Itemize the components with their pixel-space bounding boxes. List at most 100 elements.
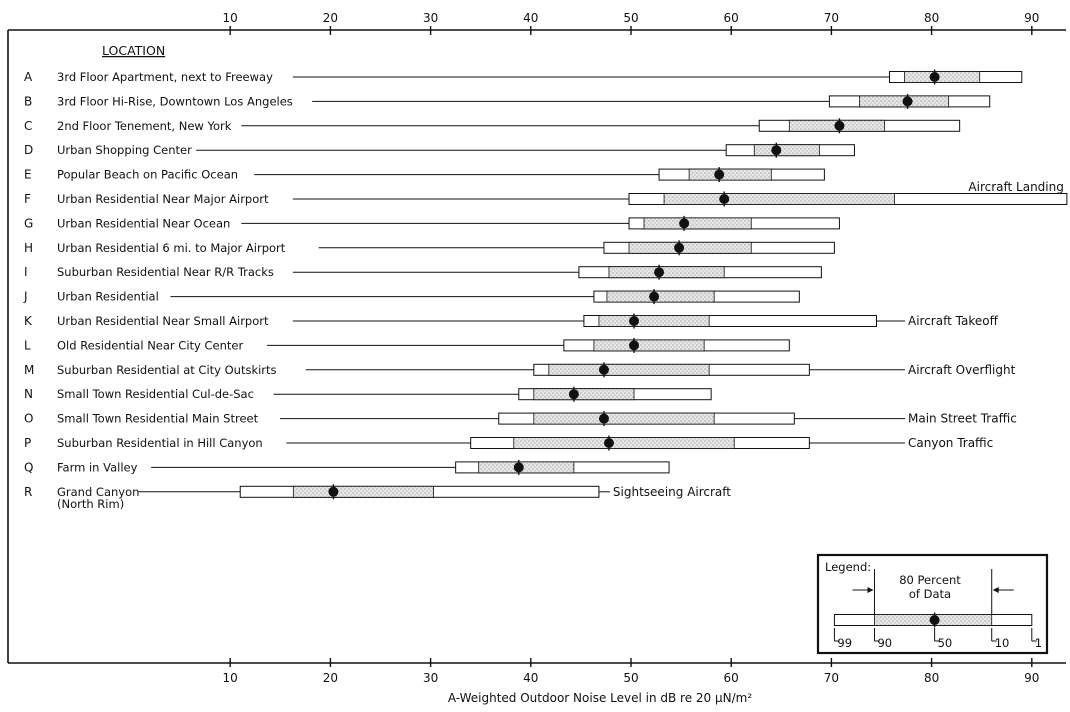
row-letter: B: [24, 94, 32, 108]
inner-range-bar: [533, 412, 715, 425]
row-label: Suburban Residential in Hill Canyon: [57, 436, 263, 450]
legend-arrowhead-left: [867, 587, 874, 593]
inner-range-bar: [688, 168, 772, 181]
row-j: J Urban Residential: [23, 289, 800, 305]
row-label: Popular Beach on Pacific Ocean: [57, 168, 238, 182]
row-o: O Small Town Residential Main Street Main …: [24, 411, 1017, 427]
inner-range-bar: [904, 71, 981, 83]
inner-range-bar: [628, 241, 752, 254]
row-l: L Old Residential Near City Center: [24, 337, 790, 353]
top-tick-label: 60: [724, 11, 739, 25]
row-i: I Suburban Residential Near R/R Tracks: [24, 264, 822, 280]
row-letter: A: [24, 70, 33, 84]
bottom-tick-label: 40: [523, 671, 538, 685]
row-d: D Urban Shopping Center: [24, 142, 855, 158]
row-label: Urban Residential Near Ocean: [57, 216, 230, 230]
row-letter: D: [24, 143, 33, 157]
legend-percentile-label: 10: [995, 636, 1010, 650]
row-label: Farm in Valley: [57, 460, 138, 474]
bottom-tick-label: 10: [223, 671, 238, 685]
legend-box: [816, 553, 1049, 655]
inner-range-bar: [663, 193, 895, 205]
row-letter: G: [24, 216, 33, 230]
top-tick-label: 50: [623, 11, 638, 25]
row-label: Urban Shopping Center: [57, 143, 192, 157]
bottom-tick-label: 80: [924, 671, 939, 685]
inner-range-bar: [598, 315, 710, 327]
top-tick-label: 10: [223, 11, 238, 25]
row-letter: N: [24, 387, 33, 401]
row-label: Urban Residential: [57, 290, 159, 304]
inner-range-bar: [513, 437, 735, 449]
row-label: Urban Residential Near Small Airport: [57, 314, 269, 328]
row-letter: O: [24, 412, 33, 426]
row-h: H Urban Residential 6 mi. to Major Airpor…: [24, 240, 835, 256]
legend-percentile-label: 90: [877, 636, 892, 650]
inner-range-bar: [608, 266, 725, 279]
row-label: 2nd Floor Tenement, New York: [57, 119, 232, 133]
bottom-tick-label: 70: [824, 671, 839, 685]
row-note: Aircraft Landing: [968, 180, 1063, 194]
row-label: 3rd Floor Hi-Rise, Downtown Los Angeles: [57, 94, 293, 108]
row-note: Main Street Traffic: [908, 412, 1017, 426]
row-note: Aircraft Takeoff: [908, 314, 999, 328]
inner-range-bar: [606, 290, 715, 303]
row-q: Q Farm in Valley: [24, 459, 670, 475]
bottom-tick-label: 30: [423, 671, 438, 685]
row-letter: H: [24, 241, 33, 255]
row-label: 3rd Floor Apartment, next to Freeway: [57, 70, 273, 84]
legend-range-label-2: of Data: [909, 587, 951, 601]
x-axis-label: A-Weighted Outdoor Noise Level in dB re …: [448, 691, 753, 705]
row-label: Small Town Residential Main Street: [57, 412, 259, 426]
row-g: G Urban Residential Near Ocean: [24, 215, 840, 231]
row-f: F Urban Residential Near Major Airport Air…: [24, 180, 1068, 207]
inner-range-bar: [753, 144, 820, 157]
top-tick-label: 90: [1024, 11, 1039, 25]
top-tick-label: 40: [523, 11, 538, 25]
row-letter: P: [24, 436, 31, 450]
row-letter: C: [24, 119, 32, 133]
legend-percentile-label: 99: [837, 636, 852, 650]
row-letter: J: [23, 290, 28, 304]
row-letter: M: [24, 363, 34, 377]
legend-percentile-label: 50: [938, 636, 953, 650]
row-r: R Grand Canyon(North Rim) Sightseeing Airc…: [24, 484, 731, 511]
row-letter: F: [24, 192, 31, 206]
row-a: A 3rd Floor Apartment, next to Freeway: [24, 69, 1023, 85]
row-m: M Suburban Residential at City Outskirts A…: [24, 362, 1016, 378]
row-label: Suburban Residential Near R/R Tracks: [57, 265, 274, 279]
bottom-tick-label: 90: [1024, 671, 1039, 685]
legend-title: Legend:: [825, 560, 871, 574]
row-note: Canyon Traffic: [908, 436, 993, 450]
row-e: E Popular Beach on Pacific Ocean: [24, 167, 825, 183]
inner-range-bar: [478, 461, 575, 474]
legend-percentile-label: 1: [1035, 636, 1042, 650]
inner-range-bar: [533, 388, 635, 401]
inner-range-bar: [643, 217, 752, 230]
row-label: Urban Residential 6 mi. to Major Airport: [57, 241, 286, 255]
row-b: B 3rd Floor Hi-Rise, Downtown Los Angeles: [24, 93, 991, 109]
row-label: Suburban Residential at City Outskirts: [57, 363, 277, 377]
row-label: Urban Residential Near Major Airport: [57, 192, 269, 206]
row-n: N Small Town Residential Cul-de-Sac: [24, 386, 712, 402]
location-header: LOCATION: [102, 43, 165, 58]
inner-range-bar: [292, 485, 435, 498]
row-label: Grand Canyon: [57, 485, 139, 499]
top-tick-label: 20: [323, 11, 338, 25]
row-letter: E: [24, 168, 32, 182]
legend-range-label: 80 Percent: [899, 573, 961, 587]
row-k: K Urban Residential Near Small Airport Air…: [24, 313, 999, 329]
inner-range-bar: [548, 363, 710, 376]
legend-arrowhead-right: [992, 587, 999, 593]
row-letter: I: [24, 265, 28, 279]
bottom-tick-label: 60: [724, 671, 739, 685]
row-label: Old Residential Near City Center: [57, 338, 243, 352]
bottom-tick-label: 20: [323, 671, 338, 685]
row-note: Aircraft Overflight: [908, 363, 1016, 377]
bottom-tick-label: 50: [623, 671, 638, 685]
row-label-line2: (North Rim): [57, 497, 124, 511]
row-label: Small Town Residential Cul-de-Sac: [57, 387, 254, 401]
row-letter: R: [24, 485, 32, 499]
row-note: Sightseeing Aircraft: [613, 485, 731, 499]
